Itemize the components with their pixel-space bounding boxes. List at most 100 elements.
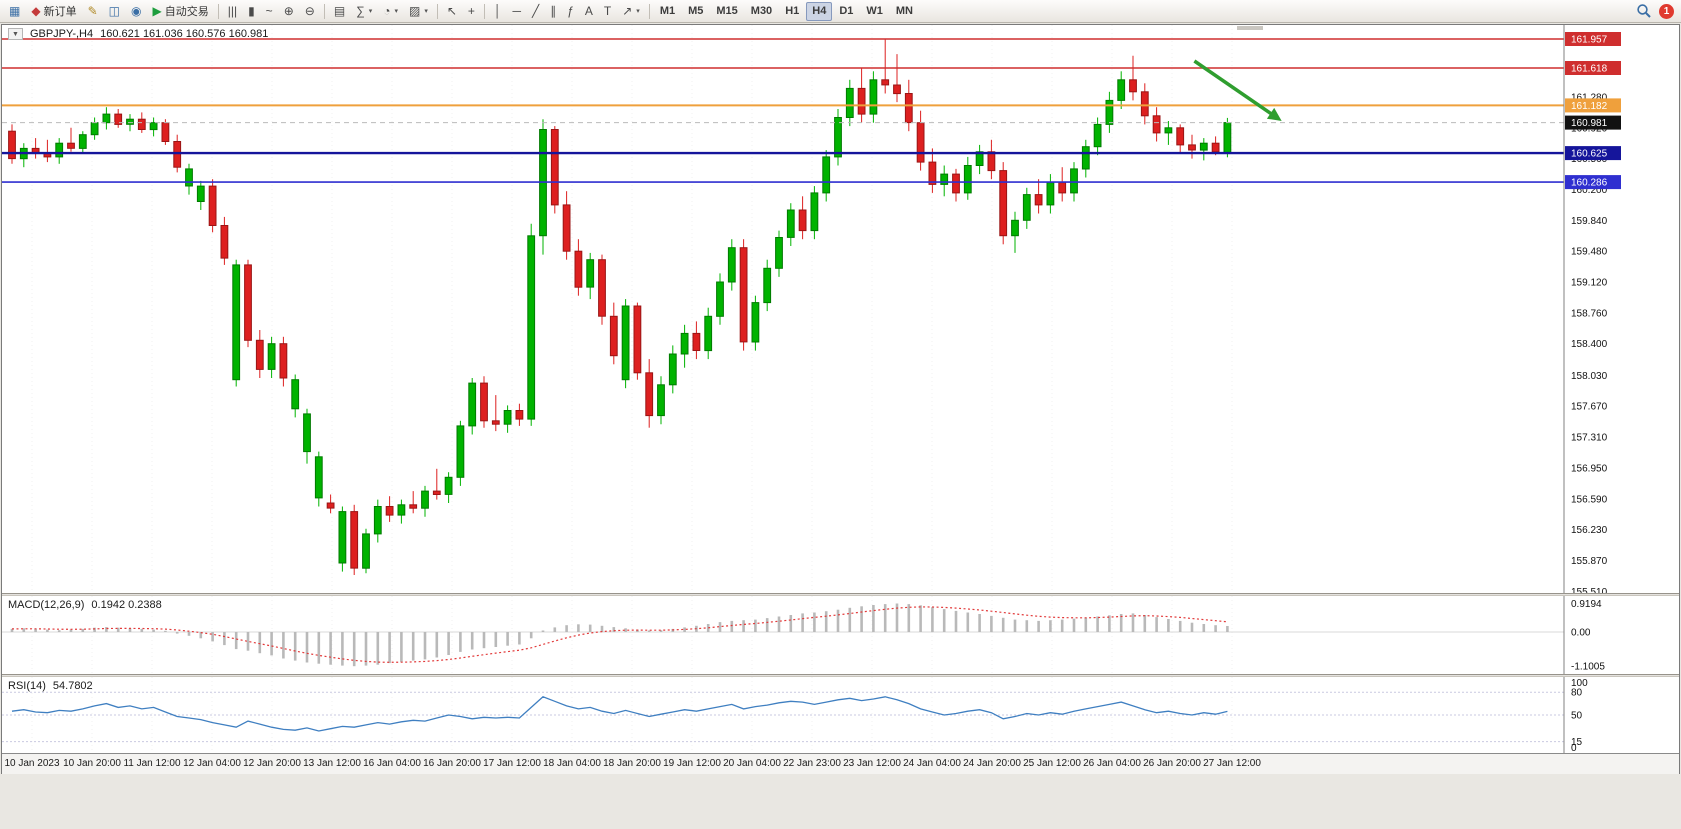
svg-text:155.510: 155.510: [1571, 587, 1608, 593]
svg-text:158.760: 158.760: [1571, 308, 1608, 319]
timeframe-h1-button[interactable]: H1: [779, 2, 805, 21]
svg-text:160.625: 160.625: [1571, 149, 1608, 160]
svg-text:158.400: 158.400: [1571, 339, 1608, 350]
trendline-button[interactable]: ╱: [527, 2, 544, 21]
trend-arrow[interactable]: [1193, 59, 1282, 121]
timeframe-d1-button[interactable]: D1: [833, 2, 859, 21]
text-label-button[interactable]: T: [599, 2, 616, 21]
notification-badge[interactable]: 1: [1659, 3, 1674, 19]
zoom-out-button[interactable]: ⊖: [300, 2, 320, 21]
vertical-line-button[interactable]: │: [489, 2, 507, 21]
zoom-in-button[interactable]: ⊕: [279, 2, 299, 21]
time-axis-label: 10 Jan 20:00: [63, 758, 121, 769]
macd-values: 0.1942 0.2388: [91, 599, 162, 611]
svg-text:159.840: 159.840: [1571, 216, 1608, 227]
fibonacci-button[interactable]: ƒ: [562, 2, 579, 21]
svg-text:50: 50: [1571, 711, 1583, 722]
arrows-tool-button[interactable]: ↗ ▾: [617, 2, 645, 21]
zoom-in-icon: ⊕: [283, 4, 294, 18]
new-chart-button[interactable]: ▦: [4, 2, 25, 21]
equidistant-channel-button[interactable]: ∥: [545, 2, 561, 21]
bar-chart-type-icon: |||: [227, 4, 238, 18]
svg-text:160.286: 160.286: [1571, 178, 1608, 189]
line-chart-type-icon: ~: [265, 4, 273, 18]
text-button[interactable]: A: [580, 2, 598, 21]
time-axis-label: 22 Jan 23:00: [783, 758, 841, 769]
line-chart-type-button[interactable]: ~: [261, 2, 278, 21]
tile-windows-button[interactable]: ▤: [329, 2, 350, 21]
toolbar-separator: [436, 3, 438, 19]
toolbar-buttons: ▦ ◆ 新订单 ✎ ◫ ◉ ▶ 自动交易 ||| ▮ ~ ⊕ ⊖ ▤ ∑ ▾ ◔ ▾ ▨ ▾ ↖ + │ ─ ╱ ∥ ƒ A T ↗ ▾ M1…: [4, 1, 919, 21]
timeframe-w1-button[interactable]: W1: [860, 2, 889, 21]
candlestick-type-button[interactable]: ▮: [243, 2, 260, 21]
timeframe-m1-button[interactable]: M1: [654, 2, 681, 21]
market-watch-icon: ◫: [108, 4, 120, 18]
candlestick-chart: 161.280160.920160.560160.200159.840159.4…: [2, 25, 1621, 593]
periods-icon: ◔: [383, 4, 391, 18]
metaeditor-button[interactable]: ✎: [83, 2, 103, 21]
svg-text:159.480: 159.480: [1571, 247, 1608, 258]
bar-chart-type-button[interactable]: |||: [223, 2, 242, 21]
svg-text:-1.1005: -1.1005: [1571, 662, 1605, 673]
templates-button[interactable]: ▨ ▾: [404, 2, 433, 21]
new-order-button[interactable]: ◆ 新订单: [26, 2, 81, 21]
svg-text:157.310: 157.310: [1571, 433, 1608, 444]
price-level-labels: 161.957 161.618 161.182 160.981 160.625 160.2…: [1565, 32, 1621, 190]
symbol-dropdown-toggle[interactable]: ▼: [8, 28, 23, 40]
chart-scrollbar[interactable]: [1237, 26, 1263, 30]
zoom-out-icon: ⊖: [304, 4, 315, 18]
crosshair-button[interactable]: +: [463, 2, 480, 21]
time-axis-label: 25 Jan 12:00: [1023, 758, 1081, 769]
workspace-background: [0, 776, 1681, 829]
indicators-icon: ∑: [356, 4, 365, 18]
toolbar-right: 1: [1636, 3, 1677, 19]
templates-icon: ▨: [409, 4, 421, 18]
autotrading-button[interactable]: ▶ 自动交易: [147, 2, 213, 21]
timeframe-h4-button[interactable]: H4: [806, 1, 833, 21]
time-axis-label: 26 Jan 04:00: [1083, 758, 1141, 769]
time-axis-label: 24 Jan 04:00: [903, 758, 961, 769]
time-axis-label: 13 Jan 12:00: [303, 758, 361, 769]
chart-window: ▼ GBPJPY-,H4 160.621 161.036 160.576 160…: [1, 24, 1680, 774]
crosshair-icon: +: [467, 4, 475, 18]
trendline-icon: ╱: [531, 4, 540, 18]
time-axis-label: 16 Jan 04:00: [363, 758, 421, 769]
rsi-title: RSI(14): [8, 680, 46, 692]
new-chart-icon: ▦: [9, 4, 21, 18]
timeframe-mn-button[interactable]: MN: [890, 2, 919, 21]
timeframe-m5-button[interactable]: M5: [682, 2, 709, 21]
time-axis-label: 11 Jan 12:00: [123, 758, 181, 769]
rsi-pane-title: RSI(14) 54.7802: [8, 680, 93, 692]
arrows-tool-icon: ↗: [622, 4, 633, 18]
svg-text:0.00: 0.00: [1571, 628, 1591, 639]
time-axis-label: 18 Jan 04:00: [543, 758, 601, 769]
svg-text:158.030: 158.030: [1571, 371, 1608, 382]
svg-text:161.280: 161.280: [1571, 93, 1608, 104]
timeframe-m15-button[interactable]: M15: [710, 2, 743, 21]
horizontal-level-lines[interactable]: [2, 38, 1564, 183]
time-axis-label: 24 Jan 20:00: [963, 758, 1021, 769]
chevron-down-icon: ▾: [368, 8, 373, 15]
data-window-button[interactable]: ◉: [126, 2, 146, 21]
macd-histogram: [10, 603, 1229, 667]
periods-button[interactable]: ◔ ▾: [378, 2, 403, 21]
time-axis-label: 10 Jan 2023: [4, 758, 60, 769]
autotrading-icon: ▶: [152, 4, 162, 18]
market-watch-button[interactable]: ◫: [104, 2, 125, 21]
horizontal-line-button[interactable]: ─: [507, 2, 526, 21]
pane-separator[interactable]: [2, 593, 1679, 596]
autotrading-button-label: 自动交易: [164, 6, 209, 18]
svg-text:15: 15: [1571, 737, 1583, 748]
pane-separator-2[interactable]: [2, 674, 1679, 677]
time-axis: 10 Jan 2023 10 Jan 20:00 11 Jan 12:00 12 Ja…: [2, 753, 1679, 774]
svg-text:160.200: 160.200: [1571, 185, 1608, 196]
time-axis-label: 17 Jan 12:00: [483, 758, 541, 769]
tile-windows-icon: ▤: [333, 4, 346, 18]
search-icon[interactable]: [1636, 3, 1652, 19]
timeframe-m30-button[interactable]: M30: [745, 2, 778, 21]
indicators-button[interactable]: ∑ ▾: [351, 2, 377, 21]
cursor-button[interactable]: ↖: [442, 2, 462, 21]
candles: [8, 38, 1232, 575]
rsi-line: [11, 696, 1228, 732]
